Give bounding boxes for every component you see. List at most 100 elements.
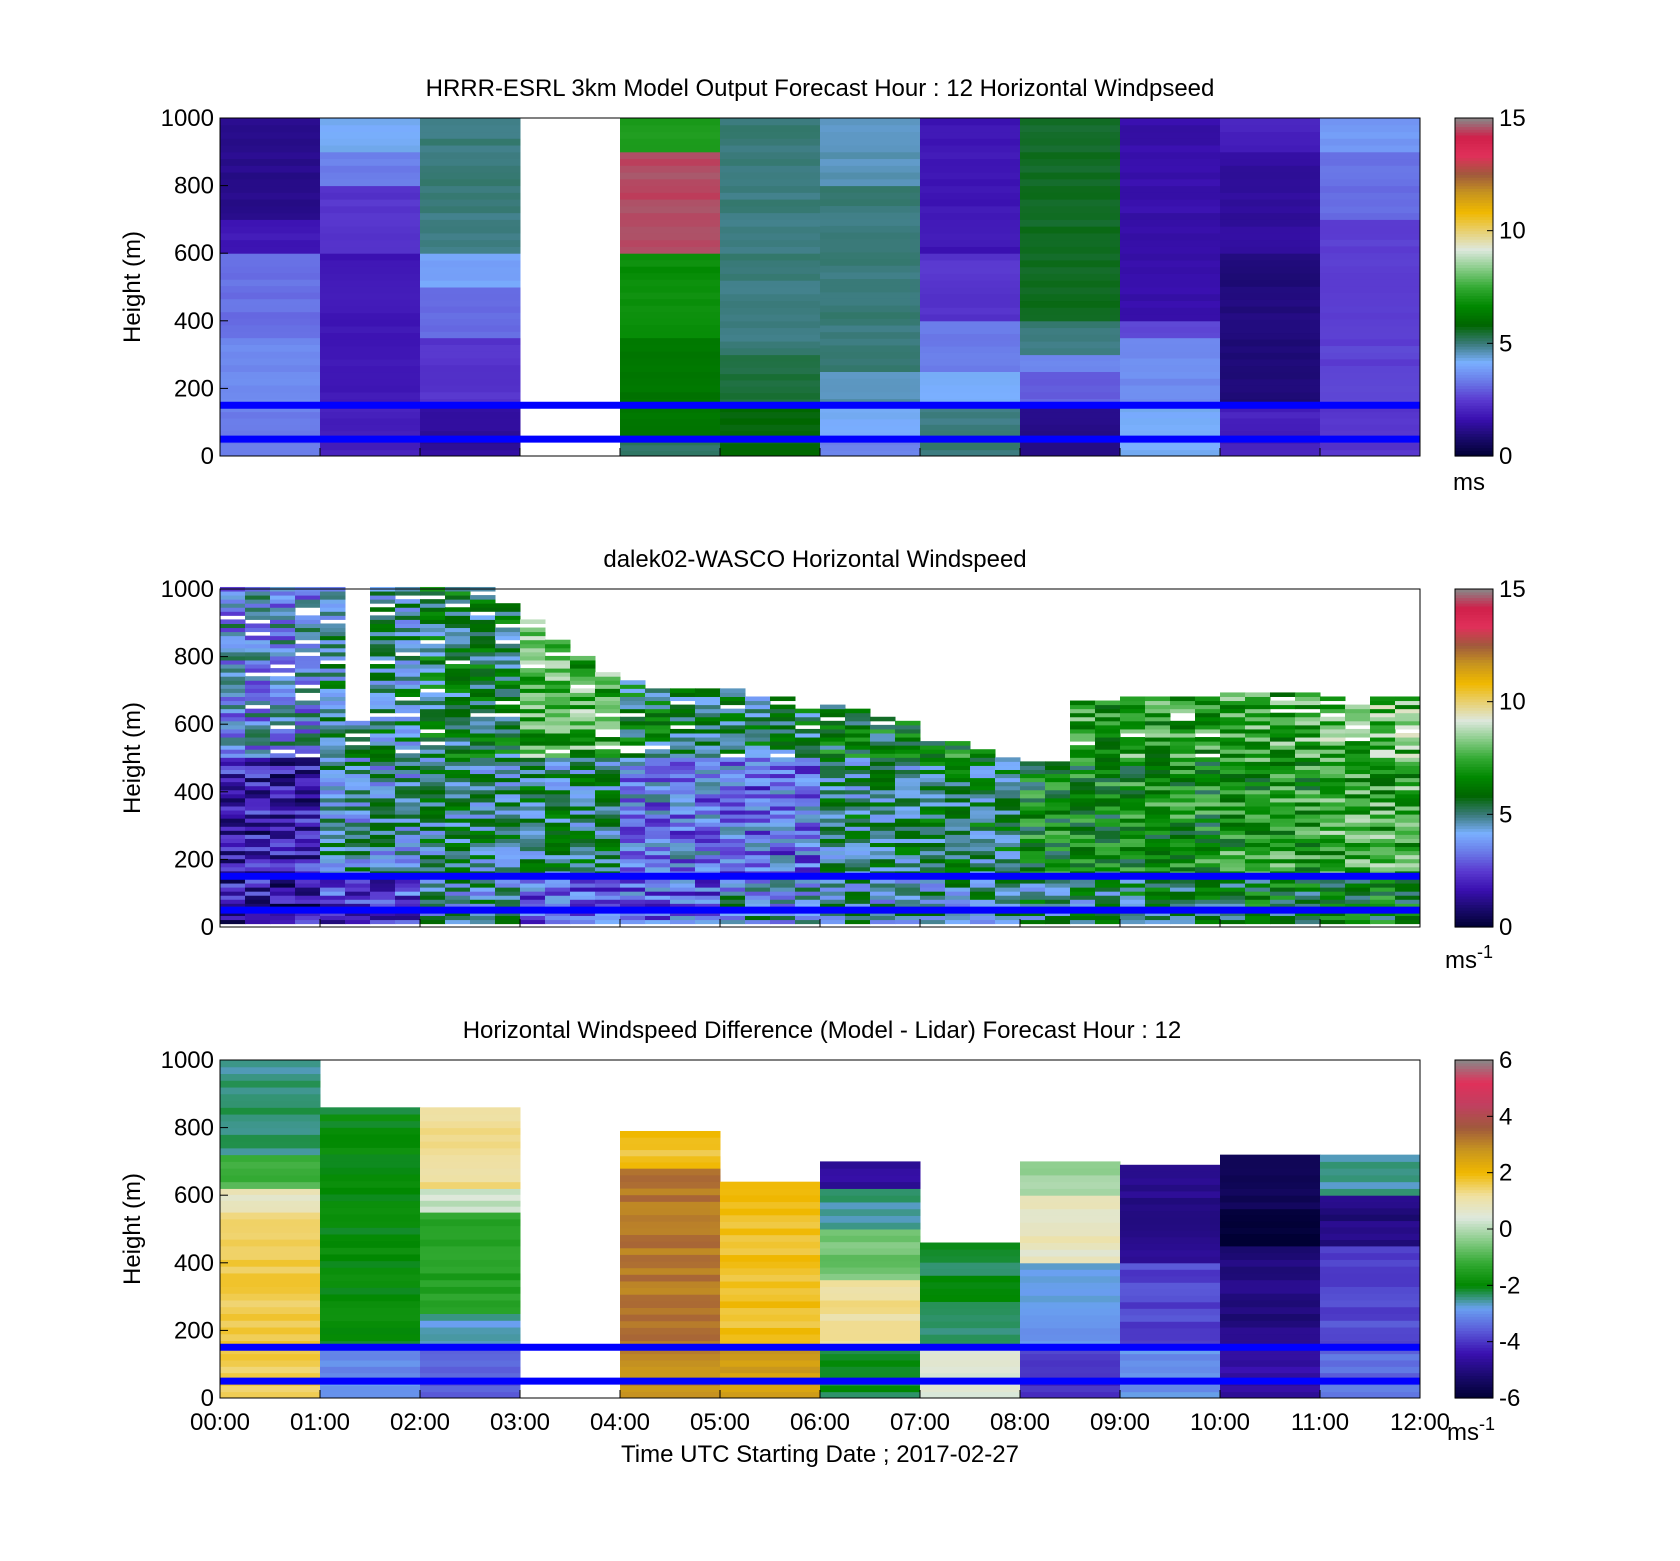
lidar-range-gate	[595, 883, 621, 888]
heatmap-cell	[420, 424, 521, 432]
lidar-range-gate	[1095, 846, 1121, 852]
colorbar-segment	[1455, 1062, 1493, 1067]
y-tick-label: 400	[174, 779, 214, 806]
lidar-range-gate	[670, 862, 696, 868]
heatmap-cell	[220, 1320, 321, 1328]
lidar-range-gate	[220, 818, 246, 823]
lidar-range-gate	[445, 810, 471, 815]
lidar-range-gate	[920, 850, 946, 856]
x-tick-labels: 00:00 01:00 02:00 03:00 04:00 05:00 06:00 07:00…	[190, 1409, 1450, 1436]
lidar-range-gate	[945, 765, 971, 770]
colorbar-segment	[1455, 715, 1493, 720]
heatmap-cell	[620, 253, 721, 261]
lidar-range-gate	[770, 801, 796, 807]
lidar-range-gate	[320, 692, 346, 697]
heatmap-cell	[420, 1391, 521, 1399]
lidar-range-gate	[270, 911, 296, 917]
lidar-range-gate	[1120, 724, 1146, 730]
lidar-range-gate	[1195, 704, 1221, 710]
lidar-range-gate	[1395, 915, 1421, 921]
lidar-range-gate	[1070, 757, 1096, 762]
heatmap-cell	[320, 292, 421, 300]
heatmap-cell	[220, 1245, 321, 1254]
lidar-range-gate	[1095, 781, 1121, 787]
lidar-range-gate	[220, 668, 246, 673]
lidar-range-gate	[495, 801, 521, 807]
lidar-range-gate	[870, 801, 896, 807]
heatmap-cell	[1220, 151, 1321, 160]
heatmap-cell	[420, 287, 521, 294]
heatmap-cell	[420, 1313, 521, 1321]
colorbar-segment	[1455, 791, 1493, 796]
lidar-range-gate	[570, 688, 596, 693]
heatmap-cell	[1120, 1262, 1221, 1270]
lidar-range-gate	[920, 773, 946, 779]
colorbar-segment	[1455, 636, 1493, 641]
lidar-range-gate	[570, 745, 596, 750]
heatmap-cell	[1020, 1235, 1121, 1244]
heatmap-cell	[1220, 292, 1321, 300]
heatmap-cell	[720, 314, 821, 322]
lidar-range-gate	[720, 761, 746, 766]
lidar-range-gate	[395, 866, 421, 872]
lidar-range-gate	[520, 777, 546, 783]
lidar-range-gate	[845, 842, 871, 848]
heatmap-cell	[620, 1168, 721, 1176]
lidar-range-gate	[895, 842, 921, 848]
heatmap-cell	[320, 1253, 421, 1262]
lidar-range-gate	[645, 899, 671, 904]
lidar-range-gate	[595, 741, 621, 746]
lidar-range-gate	[520, 749, 546, 754]
heatmap-cell	[320, 378, 421, 386]
lidar-range-gate	[770, 741, 796, 746]
lidar-range-gate	[1320, 716, 1346, 722]
lidar-range-gate	[1195, 846, 1221, 852]
heatmap-cell	[320, 1300, 421, 1308]
heatmap-cell	[1320, 417, 1421, 425]
lidar-range-gate	[345, 745, 371, 750]
lidar-range-gate	[1295, 891, 1321, 896]
lidar-range-gate	[920, 769, 946, 775]
lidar-range-gate	[545, 899, 571, 904]
lidar-range-gate	[670, 887, 696, 892]
heatmap-cell	[320, 417, 421, 425]
heatmap-cell	[1120, 1327, 1221, 1335]
lidar-range-gate	[920, 822, 946, 827]
heatmap-cell	[720, 192, 821, 200]
lidar-range-gate	[1320, 781, 1346, 787]
lidar-range-gate	[295, 899, 321, 904]
lidar-range-gate	[1220, 793, 1246, 799]
lidar-range-gate	[820, 862, 846, 868]
lidar-range-gate	[545, 789, 571, 795]
lidar-range-gate	[1020, 765, 1046, 770]
lidar-range-gate	[1220, 765, 1246, 770]
lidar-range-gate	[1195, 854, 1221, 860]
lidar-range-gate	[995, 911, 1021, 917]
lidar-range-gate	[1020, 842, 1046, 848]
heatmap-cell	[1320, 1320, 1421, 1328]
lidar-range-gate	[820, 765, 846, 770]
lidar-range-gate	[1270, 793, 1296, 799]
heatmap-cell	[920, 287, 1021, 295]
lidar-range-gate	[720, 765, 746, 770]
heatmap-cell	[1220, 345, 1321, 353]
heatmap-cell	[320, 1287, 421, 1295]
panel-lidar: dalek02-WASCO Horizontal Windspeed 02004…	[119, 546, 1526, 974]
lidar-range-gate	[320, 737, 346, 742]
colorbar-segment	[1455, 1150, 1493, 1154]
lidar-range-gate	[1345, 826, 1371, 831]
heatmap-cell	[920, 273, 1021, 281]
lidar-range-gate	[1345, 745, 1371, 750]
lidar-range-gate	[520, 789, 546, 795]
colorbar-segment	[1455, 267, 1493, 271]
lidar-range-gate	[495, 903, 521, 908]
lidar-range-gate	[1245, 741, 1271, 746]
lidar-range-gate	[370, 720, 396, 726]
lidar-range-gate	[570, 879, 596, 884]
lidar-range-gate	[670, 716, 696, 722]
colorbar-segment	[1455, 1265, 1493, 1270]
heatmap-cell	[420, 1333, 521, 1342]
lidar-range-gate	[1195, 911, 1221, 917]
lidar-range-gate	[520, 631, 546, 637]
heatmap-cell	[420, 226, 521, 234]
